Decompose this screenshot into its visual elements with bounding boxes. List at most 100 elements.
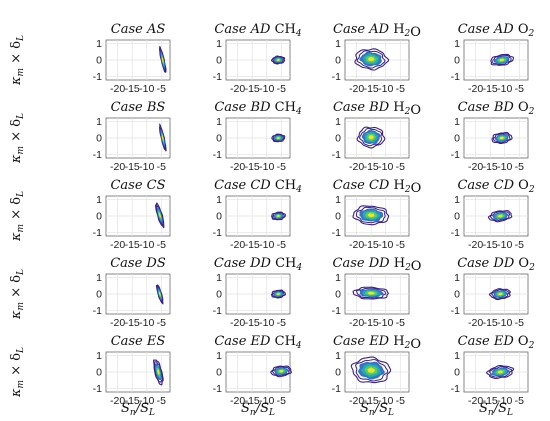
y-tick-label: 1 xyxy=(335,194,341,206)
x-tick-label: -10 xyxy=(259,161,274,173)
contour-level-1 xyxy=(356,287,387,299)
contour-level-5 xyxy=(497,370,503,374)
subplot-title: Case AD CH4 xyxy=(214,22,301,39)
contour-level-5 xyxy=(276,137,280,139)
contour-level-1 xyxy=(272,56,285,64)
x-tick-label: -15 xyxy=(125,395,140,407)
contour-level-5 xyxy=(276,59,280,61)
y-tick-label: -1 xyxy=(213,149,222,161)
contour-level-1 xyxy=(271,366,290,377)
subplot-title: Case ED CH4 xyxy=(214,334,302,351)
subplot-0-1: Case AD CH4-20 -15 -10 -5-101 xyxy=(213,22,302,95)
subplot-0-2: Case AD H2O-20 -15 -10 -5-101 xyxy=(332,22,421,95)
contour-level-0 xyxy=(356,126,386,149)
x-tick-label: -20 xyxy=(349,317,364,329)
contour-level-0 xyxy=(153,359,164,386)
subplot-title: Case ES xyxy=(111,334,166,349)
y-tick-label: -1 xyxy=(93,149,102,161)
contour-level-1 xyxy=(489,211,511,222)
x-tick-label: -15 xyxy=(483,395,498,407)
x-tick-label: -10 xyxy=(497,395,512,407)
x-tick-label: -20 xyxy=(110,161,125,173)
x-tick-label: -5 xyxy=(277,395,286,407)
x-tick-label: -10 xyxy=(139,239,154,251)
x-tick-label: -10 xyxy=(139,161,154,173)
contour-level-0 xyxy=(487,210,513,223)
contour-level-1 xyxy=(272,212,285,220)
x-tick-label: -15 xyxy=(245,317,260,329)
y-tick-label: 1 xyxy=(335,116,341,128)
y-tick-label: 0 xyxy=(454,211,460,223)
contour-level-5 xyxy=(157,369,160,375)
y-tick-label: 0 xyxy=(335,55,341,67)
y-tick-label: 1 xyxy=(454,116,460,128)
x-tick-label: -20 xyxy=(349,161,364,173)
subplot-title: Case ED H2O xyxy=(333,334,421,352)
subplot-3-2: Case DD H2O-20 -15 -10 -5-101 xyxy=(332,256,422,329)
y-tick-label: -1 xyxy=(93,305,102,317)
contour-level-0 xyxy=(490,53,515,66)
x-tick-label: -10 xyxy=(497,239,512,251)
subplot-1-3: Case BD O2-20 -15 -10 -5-101 xyxy=(451,100,535,173)
x-tick-label: -15 xyxy=(245,395,260,407)
subplot-title: Case DD CH4 xyxy=(214,256,303,273)
x-tick-label: -20 xyxy=(468,161,483,173)
contour-level-5 xyxy=(279,370,284,373)
y-tick-label: 1 xyxy=(96,116,102,128)
x-tick-label: -5 xyxy=(277,317,286,329)
y-tick-label: -1 xyxy=(213,71,222,83)
subplot-title: Case CD O2 xyxy=(457,178,534,195)
x-tick-label: -10 xyxy=(259,317,274,329)
subplot-1-0: Case BS-20 -15 -10 -5-101 xyxy=(93,100,171,173)
x-tick-label: -15 xyxy=(483,239,498,251)
y-tick-label: 0 xyxy=(216,367,222,379)
y-tick-label: 1 xyxy=(216,116,222,128)
x-tick-label: -10 xyxy=(259,395,274,407)
subplot-title: Case BD H2O xyxy=(333,100,421,118)
x-axis-label: Sn/SL xyxy=(241,401,275,418)
y-axis-label: κm × δL xyxy=(9,191,26,242)
contour-level-0 xyxy=(271,133,286,143)
y-tick-label: -1 xyxy=(451,149,460,161)
contour-level-5 xyxy=(367,291,375,295)
x-tick-label: -10 xyxy=(378,83,393,95)
y-tick-label: -1 xyxy=(332,227,341,239)
y-tick-label: 0 xyxy=(96,55,102,67)
y-tick-label: 1 xyxy=(454,194,460,206)
y-tick-label: 1 xyxy=(216,38,222,50)
contour-level-1 xyxy=(355,359,389,382)
x-tick-label: -5 xyxy=(277,239,286,251)
contour-level-0 xyxy=(352,286,389,300)
y-tick-label: -1 xyxy=(451,305,460,317)
y-tick-label: 1 xyxy=(216,350,222,362)
contour-level-5 xyxy=(368,57,375,62)
contour-level-5 xyxy=(368,135,374,140)
contour-level-5 xyxy=(499,136,504,140)
subplot-title: Case DD H2O xyxy=(333,256,422,274)
y-tick-label: 0 xyxy=(216,211,222,223)
subplot-title: Case AD H2O xyxy=(333,22,421,40)
x-tick-label: -5 xyxy=(277,83,286,95)
x-tick-label: -10 xyxy=(139,317,154,329)
subplot-title: Case DS xyxy=(110,256,166,271)
x-tick-label: -5 xyxy=(396,317,405,329)
y-tick-label: 0 xyxy=(96,133,102,145)
x-tick-label: -5 xyxy=(515,317,524,329)
x-axis-label: Sn/SL xyxy=(479,401,513,418)
x-tick-label: -15 xyxy=(483,317,498,329)
contour-level-5 xyxy=(367,213,375,218)
contour-level-1 xyxy=(492,133,511,144)
y-axis-label: κm × δL xyxy=(9,269,26,320)
x-tick-label: -10 xyxy=(259,239,274,251)
x-tick-label: -10 xyxy=(378,317,393,329)
subplot-4-3: Case ED O2-20 -15 -10 -5-101 xyxy=(451,334,535,407)
subplot-2-3: Case CD O2-20 -15 -10 -5-101 xyxy=(451,178,535,251)
subplot-title: Case BD O2 xyxy=(458,100,535,117)
x-tick-label: -15 xyxy=(364,83,379,95)
subplot-title: Case DD O2 xyxy=(457,256,535,273)
x-tick-label: -20 xyxy=(110,239,125,251)
x-tick-label: -5 xyxy=(515,239,524,251)
subplot-4-2: Case ED H2O-20 -15 -10 -5-101 xyxy=(332,334,421,407)
subplot-3-0: Case DS-20 -15 -10 -5-101 xyxy=(93,256,171,329)
x-tick-label: -5 xyxy=(157,83,166,95)
